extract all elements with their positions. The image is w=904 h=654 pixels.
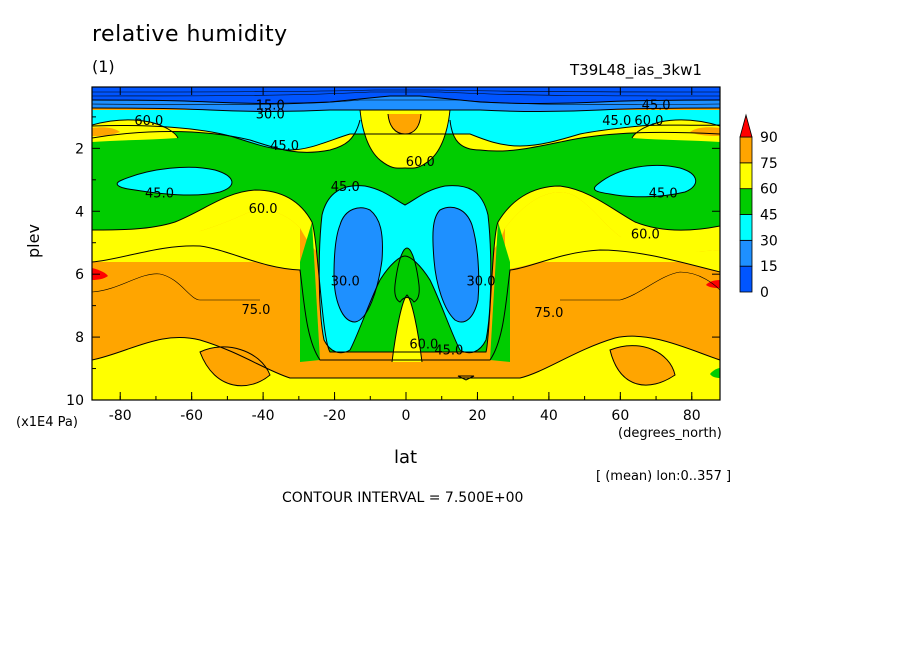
colorbar-overflow-arrow <box>739 113 753 138</box>
contour-label: 60.0 <box>634 114 663 129</box>
colorbar-segment <box>739 136 753 164</box>
y-tick-label: 10 <box>66 393 84 409</box>
contour-label-text: 60.0 <box>631 227 660 242</box>
run-name-label: T39L48_ias_3kw1 <box>570 61 702 79</box>
contour-label-text: 75.0 <box>241 303 270 318</box>
x-tick-label: 0 <box>402 408 411 424</box>
contour-label-text: 45.0 <box>602 114 631 129</box>
contour-label: 45.0 <box>331 180 360 195</box>
contour-label: 60.0 <box>406 155 435 170</box>
x-tick-label: 20 <box>469 408 487 424</box>
contour-fill-layer <box>92 87 720 400</box>
x-tick-label: 60 <box>611 408 629 424</box>
contour-label: 30.0 <box>256 108 285 123</box>
contour-label-text: 60.0 <box>634 114 663 129</box>
contour-label: 30.0 <box>331 274 360 289</box>
colorbar-label: 45 <box>760 208 778 224</box>
y-axis-unit: (x1E4 Pa) <box>16 415 78 430</box>
contour-label-text: 60.0 <box>249 202 278 217</box>
mean-info-label: [ (mean) lon:0..357 ] <box>596 469 732 484</box>
contour-label: 75.0 <box>534 306 563 321</box>
contour-label: 60.0 <box>249 202 278 217</box>
colorbar-segment <box>739 265 753 293</box>
contour-label: 45.0 <box>145 186 174 201</box>
contour-label-text: 30.0 <box>331 274 360 289</box>
contour-label: 45.0 <box>642 98 671 113</box>
contour-label: 15.0 <box>256 98 285 113</box>
colorbar-label: 15 <box>760 259 778 275</box>
contour-label: 60.0 <box>409 337 438 352</box>
contour-label-text: 30.0 <box>256 108 285 123</box>
contour-label: 45.0 <box>270 139 299 154</box>
contour-label-text: 60.0 <box>406 155 435 170</box>
colorbar-label: 0 <box>760 285 769 301</box>
contour-label: 45.0 <box>649 186 678 201</box>
y-tick-label: 8 <box>75 330 84 346</box>
colorbar-label: 75 <box>760 156 778 172</box>
contour-label: 60.0 <box>134 114 163 129</box>
x-tick-label: -40 <box>252 408 275 424</box>
contour-label-text: 45.0 <box>434 344 463 359</box>
contour-label: 45.0 <box>602 114 631 129</box>
contour-label-text: 45.0 <box>649 186 678 201</box>
colorbar-label: 60 <box>760 182 778 198</box>
colorbar-label: 90 <box>760 130 778 146</box>
x-axis-unit: (degrees_north) <box>618 426 722 441</box>
contour-label-text: 60.0 <box>134 114 163 129</box>
x-tick-label: -20 <box>323 408 346 424</box>
contour-label-text: 75.0 <box>534 306 563 321</box>
colorbar-label: 30 <box>760 233 778 249</box>
colorbar-segment <box>739 239 753 267</box>
contour-label-text: 60.0 <box>409 337 438 352</box>
contour-interval-label: CONTOUR INTERVAL = 7.500E+00 <box>282 490 524 506</box>
x-tick-label: -80 <box>109 408 132 424</box>
contour-label-text: 30.0 <box>467 274 496 289</box>
contour-label-text: 15.0 <box>256 98 285 113</box>
contour-label: 45.0 <box>434 344 463 359</box>
chart-subtitle: (1) <box>92 57 115 76</box>
contour-label-text: 45.0 <box>331 180 360 195</box>
x-tick-label: 40 <box>540 408 558 424</box>
x-tick-label: -60 <box>180 408 203 424</box>
chart-title: relative humidity <box>92 22 288 47</box>
colorbar-segment <box>739 214 753 241</box>
contour-label: 30.0 <box>467 274 496 289</box>
y-tick-label: 4 <box>75 204 84 220</box>
x-axis-label: lat <box>394 447 418 468</box>
contour-label: 75.0 <box>241 303 270 318</box>
colorbar-segment <box>739 162 753 190</box>
contour-label-text: 45.0 <box>642 98 671 113</box>
colorbar-segment <box>739 188 753 215</box>
contour-label-text: 45.0 <box>270 139 299 154</box>
y-tick-label: 6 <box>75 267 84 283</box>
x-tick-label: 80 <box>683 408 701 424</box>
contour-label-text: 45.0 <box>145 186 174 201</box>
y-tick-label: 2 <box>75 141 84 157</box>
contour-label: 60.0 <box>631 227 660 242</box>
